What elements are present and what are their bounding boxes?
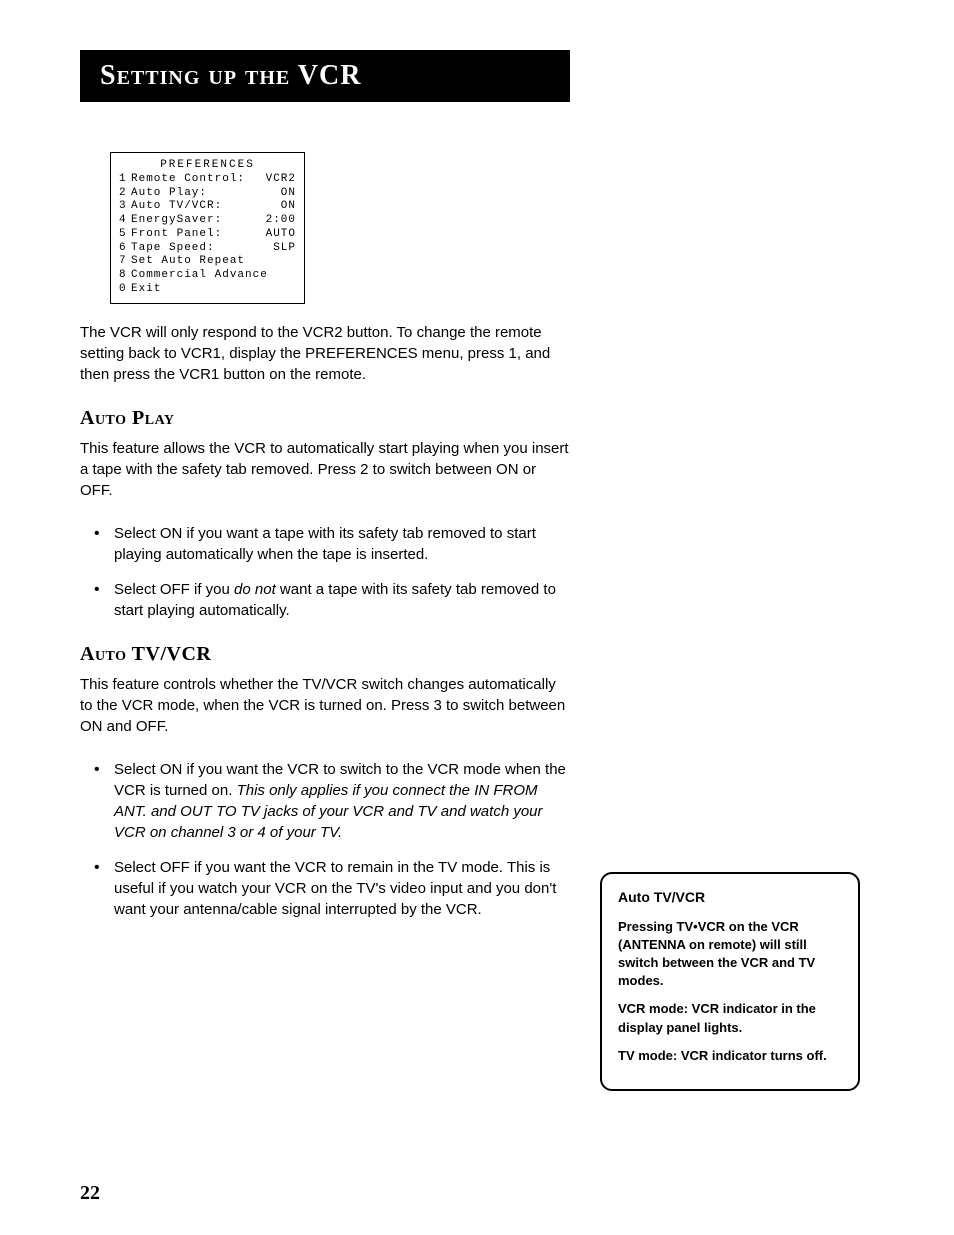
sidebar-para: Pressing TV•VCR on the VCR (ANTENNA on r… bbox=[618, 918, 842, 991]
autotv-bullets: Select ON if you want the VCR to switch … bbox=[80, 759, 570, 920]
pref-row: 3Auto TV/VCR:ON bbox=[119, 200, 296, 214]
list-item: Select OFF if you want the VCR to remain… bbox=[80, 857, 570, 920]
sidebar-heading: Auto TV/VCR bbox=[618, 888, 842, 908]
sidebar-para: TV mode: VCR indicator turns off. bbox=[618, 1047, 842, 1065]
list-item: Select ON if you want the VCR to switch … bbox=[80, 759, 570, 843]
autoplay-bullets: Select ON if you want a tape with its sa… bbox=[80, 523, 570, 621]
pref-row: 8Commercial Advance bbox=[119, 269, 296, 283]
pref-row: 2Auto Play:ON bbox=[119, 187, 296, 201]
intro-paragraph: The VCR will only respond to the VCR2 bu… bbox=[80, 322, 570, 385]
preferences-menu: PREFERENCES 1Remote Control:VCR2 2Auto P… bbox=[110, 152, 305, 304]
pref-row: 7Set Auto Repeat bbox=[119, 255, 296, 269]
sidebar-note: Auto TV/VCR Pressing TV•VCR on the VCR (… bbox=[600, 872, 860, 1091]
autoplay-heading: Auto Play bbox=[80, 407, 570, 430]
side-column: Auto TV/VCR Pressing TV•VCR on the VCR (… bbox=[600, 872, 860, 1091]
preferences-title: PREFERENCES bbox=[119, 159, 296, 173]
page-number: 22 bbox=[80, 1182, 100, 1205]
list-item: Select ON if you want a tape with its sa… bbox=[80, 523, 570, 565]
sidebar-para: VCR mode: VCR indicator in the display p… bbox=[618, 1000, 842, 1036]
page-title: Setting up the VCR bbox=[100, 60, 550, 92]
autotv-paragraph: This feature controls whether the TV/VCR… bbox=[80, 674, 570, 737]
pref-row: 1Remote Control:VCR2 bbox=[119, 173, 296, 187]
main-column: PREFERENCES 1Remote Control:VCR2 2Auto P… bbox=[80, 152, 570, 942]
pref-row: 0Exit bbox=[119, 283, 296, 297]
autoplay-paragraph: This feature allows the VCR to automatic… bbox=[80, 438, 570, 501]
list-item: Select OFF if you do not want a tape wit… bbox=[80, 579, 570, 621]
pref-row: 6Tape Speed:SLP bbox=[119, 242, 296, 256]
page-header: Setting up the VCR bbox=[80, 50, 570, 102]
content: PREFERENCES 1Remote Control:VCR2 2Auto P… bbox=[80, 152, 874, 1091]
pref-row: 4EnergySaver:2:00 bbox=[119, 214, 296, 228]
autotv-heading: Auto TV/VCR bbox=[80, 643, 570, 666]
pref-row: 5Front Panel:AUTO bbox=[119, 228, 296, 242]
